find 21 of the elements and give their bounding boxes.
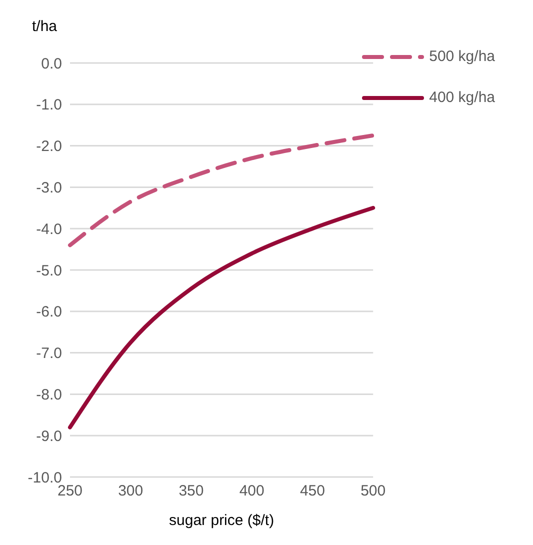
legend-label: 400 kg/ha	[429, 89, 495, 106]
y-tick-label: -2.0	[36, 138, 62, 156]
y-tick-label: 0.0	[41, 55, 62, 72]
legend-label: 500 kg/ha	[429, 48, 495, 65]
x-tick-label: 500	[360, 482, 386, 500]
y-tick-label: -3.0	[36, 180, 62, 197]
y-tick-label: -5.0	[36, 262, 62, 280]
y-tick-label: -6.0	[36, 304, 62, 321]
x-tick-label: 400	[239, 482, 264, 500]
y-tick-label: -8.0	[36, 386, 62, 404]
x-tick-label: 300	[118, 482, 144, 500]
x-axis-title: sugar price ($/t)	[169, 512, 274, 529]
y-tick-label: -7.0	[36, 345, 62, 362]
line-series	[68, 133, 376, 248]
y-tick-label: -4.0	[36, 220, 62, 238]
y-tick-label: -1.0	[36, 96, 62, 114]
line-series	[68, 206, 376, 430]
y-tick-label: -9.0	[36, 428, 62, 445]
x-tick-label: 450	[300, 482, 326, 500]
x-tick-label: 350	[178, 482, 204, 500]
y-axis-title: t/ha	[32, 18, 58, 35]
